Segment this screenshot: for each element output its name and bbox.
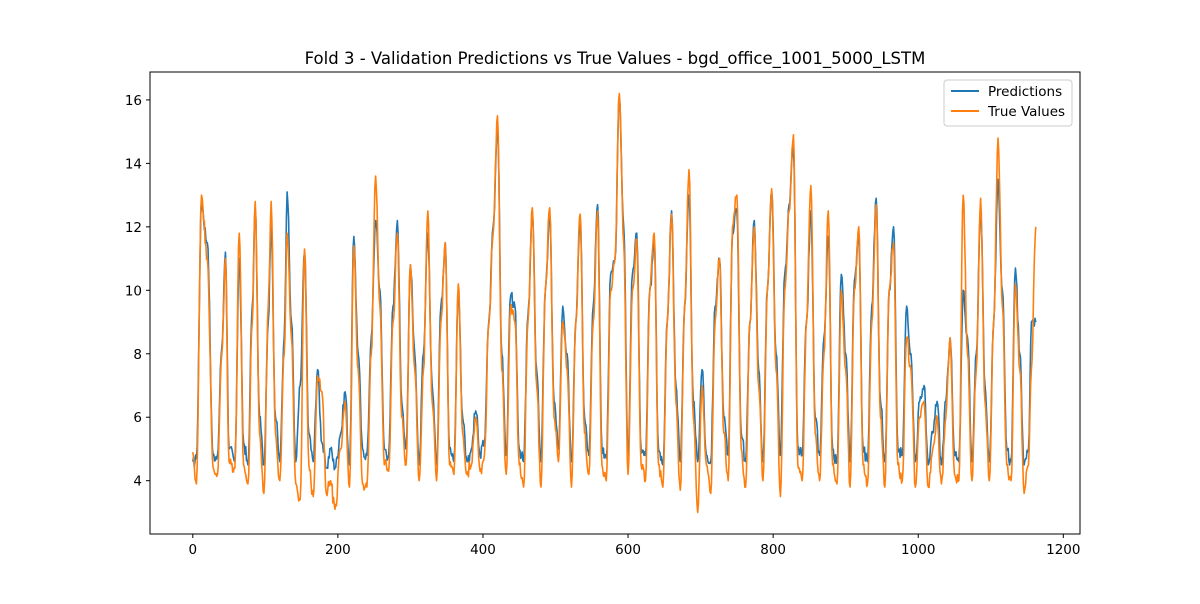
x-axis: 0 200 400 600 800 1000 1200	[189, 534, 1080, 558]
legend: Predictions True Values	[943, 79, 1073, 127]
legend-label-true-values: True Values	[987, 104, 1065, 120]
series-line-true-values	[192, 92, 1037, 514]
x-tick-label: 800	[760, 542, 786, 558]
y-tick-label: 8	[133, 347, 142, 363]
y-tick-label: 12	[125, 220, 142, 236]
series-layer	[192, 92, 1037, 514]
legend-label-predictions: Predictions	[988, 84, 1062, 100]
y-tick-label: 6	[133, 410, 142, 426]
plot-frame	[149, 71, 1081, 535]
x-tick-label: 600	[615, 542, 641, 558]
y-tick-label: 4	[133, 474, 142, 490]
x-tick-label: 0	[189, 542, 198, 558]
x-tick-label: 1200	[1046, 542, 1080, 558]
y-tick-label: 10	[125, 283, 142, 299]
x-tick-label: 1000	[901, 542, 935, 558]
y-tick-label: 14	[125, 156, 142, 172]
chart-title: Fold 3 - Validation Predictions vs True …	[305, 49, 926, 69]
series-line-predictions	[192, 95, 1037, 471]
x-tick-label: 400	[470, 542, 496, 558]
x-tick-label: 200	[325, 542, 351, 558]
y-axis: 4 6 8 10 12 14 16	[125, 93, 150, 490]
y-tick-label: 16	[125, 93, 142, 109]
